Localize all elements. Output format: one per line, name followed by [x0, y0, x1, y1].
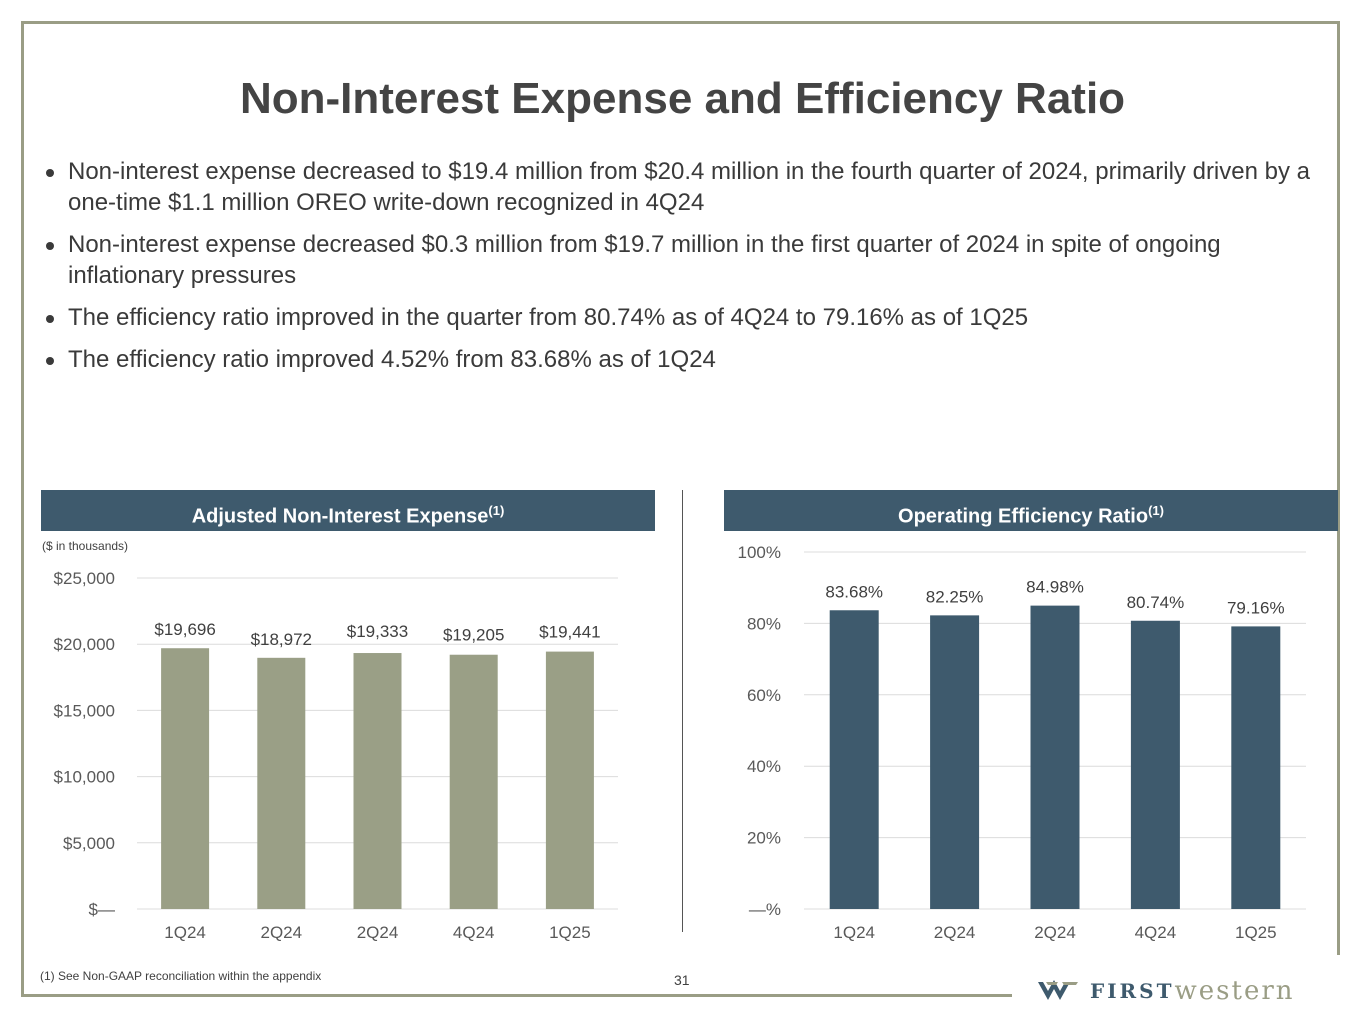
expense-chart-title: Adjusted Non-Interest Expense [191, 505, 489, 528]
bullet-text: The efficiency ratio improved 4.52% from… [68, 346, 716, 373]
bar [161, 648, 210, 909]
efficiency-chart-title: Operating Efficiency Ratio [898, 505, 1149, 528]
x-tick-label: 2Q24 [261, 923, 303, 942]
logo-western-text: western [1174, 976, 1295, 1006]
frame-gap [1012, 990, 1352, 1002]
data-label: $18,972 [251, 630, 312, 649]
y-tick-label: $10,000 [54, 768, 115, 787]
x-tick-label: 2Q24 [357, 923, 399, 942]
bullet-list: Non-interest expense decreased to $19.4 … [46, 156, 1316, 386]
chart-divider [682, 490, 683, 932]
frame-gap-side [1334, 955, 1346, 995]
bullet-item: The efficiency ratio improved in the qua… [46, 302, 1316, 333]
bullet-text: Non-interest expense decreased to $19.4 … [68, 158, 1310, 216]
bullet-dot [46, 357, 54, 365]
bar [257, 657, 306, 909]
bullet-dot [46, 315, 54, 323]
data-label: $19,696 [154, 620, 215, 639]
y-tick-label: $20,000 [54, 635, 115, 654]
logo-first-text: FIRST [1090, 979, 1175, 1003]
page-number: 31 [674, 972, 690, 988]
bar [449, 654, 498, 909]
units-label: ($ in thousands) [42, 539, 129, 553]
logo-mark-icon [1038, 980, 1078, 1000]
expense-chart-footnote-ref: (1) [488, 503, 505, 518]
footnote: (1) See Non-GAAP reconciliation within t… [40, 969, 322, 983]
data-label: $19,441 [539, 623, 600, 642]
y-tick-label: $25,000 [54, 569, 115, 588]
x-tick-label: 4Q24 [453, 923, 495, 942]
efficiency-chart-footnote-ref: (1) [1148, 503, 1164, 518]
slide-title: Non-Interest Expense and Efficiency Rati… [239, 74, 1126, 123]
bullet-dot [46, 242, 54, 250]
y-tick-label: $5,000 [63, 834, 115, 853]
bullet-item: Non-interest expense decreased to $19.4 … [46, 156, 1316, 218]
bullet-item: Non-interest expense decreased $0.3 mill… [46, 229, 1316, 291]
company-logo: FIRST western [1038, 976, 1295, 1006]
bar [545, 651, 594, 909]
bullet-text: The efficiency ratio improved in the qua… [68, 304, 1029, 331]
bullet-dot [46, 169, 54, 177]
x-tick-label: 1Q25 [549, 923, 591, 942]
expense-chart-header: Adjusted Non-Interest Expense(1) [41, 490, 655, 531]
data-label: $19,333 [347, 622, 408, 641]
bar [353, 653, 402, 909]
bullet-item: The efficiency ratio improved 4.52% from… [46, 344, 1316, 375]
y-tick-label: $— [89, 900, 115, 919]
x-tick-label: 1Q24 [164, 923, 206, 942]
bullet-text: Non-interest expense decreased $0.3 mill… [68, 231, 1221, 289]
efficiency-chart-header: Operating Efficiency Ratio(1) [724, 490, 1338, 531]
slide-frame [21, 21, 1340, 997]
data-label: $19,205 [443, 626, 504, 645]
y-tick-label: $15,000 [54, 701, 115, 720]
